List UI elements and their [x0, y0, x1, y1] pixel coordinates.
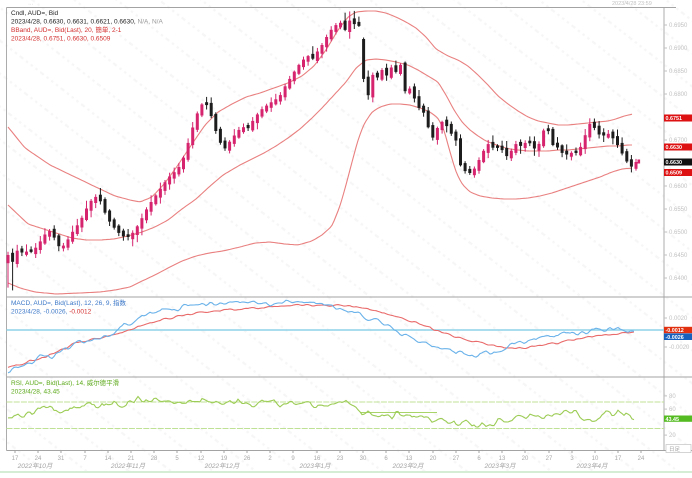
svg-text:5: 5 [175, 456, 179, 462]
svg-text:80: 80 [669, 394, 676, 400]
svg-text:2023年2月: 2023年2月 [391, 462, 424, 470]
svg-text:RSI, AUD=, Bid(Last), 14, 威尔德平: RSI, AUD=, Bid(Last), 14, 威尔德平滑 [11, 378, 120, 387]
svg-text:30: 30 [360, 456, 367, 462]
svg-text:17: 17 [615, 456, 622, 462]
svg-text:13: 13 [406, 456, 413, 462]
svg-text:2023/4/28, 0.6630, 0.6631, 0.6: 2023/4/28, 0.6630, 0.6631, 0.6621, 0.663… [11, 19, 163, 26]
svg-text:2023年3月: 2023年3月 [483, 462, 516, 470]
svg-text:26: 26 [244, 456, 251, 462]
svg-text:MACD, AUD=, Bid(Last), 12, 26,: MACD, AUD=, Bid(Last), 12, 26, 9, 指数 [11, 298, 127, 307]
svg-text:14: 14 [105, 456, 112, 462]
svg-text:Cndl, AUD=, Bid: Cndl, AUD=, Bid [11, 10, 59, 17]
svg-text:0.6751: 0.6751 [666, 116, 683, 122]
svg-text:10: 10 [592, 456, 599, 462]
svg-text:19: 19 [221, 456, 228, 462]
svg-text:…: … [28, 1, 34, 7]
svg-text:2022年11月: 2022年11月 [110, 462, 146, 470]
svg-text:2: 2 [268, 456, 272, 462]
svg-text:7: 7 [83, 456, 87, 462]
svg-text:6: 6 [384, 456, 388, 462]
svg-text:0.0020: 0.0020 [669, 316, 688, 322]
svg-text:27: 27 [546, 456, 553, 462]
svg-text:24: 24 [638, 456, 645, 462]
svg-text:0.6450: 0.6450 [669, 253, 688, 259]
svg-text:13: 13 [499, 456, 506, 462]
svg-text:2022年12月: 2022年12月 [204, 462, 240, 470]
svg-text:20: 20 [669, 433, 676, 439]
svg-text:17: 17 [12, 456, 19, 462]
svg-text:0.6950: 0.6950 [669, 23, 688, 29]
svg-text:9: 9 [291, 456, 295, 462]
svg-text:43.45: 43.45 [666, 417, 680, 423]
svg-text:BBand, AUD=, Bid(Last), 20, 簡単: BBand, AUD=, Bid(Last), 20, 簡単, 2-1 [11, 25, 122, 34]
svg-text:2023/4/28, 43.45: 2023/4/28, 43.45 [11, 389, 60, 396]
svg-text:0.6900: 0.6900 [669, 46, 688, 52]
svg-text:28: 28 [151, 456, 158, 462]
svg-text:21: 21 [128, 456, 135, 462]
svg-text:60: 60 [669, 407, 676, 413]
svg-text:0.6509: 0.6509 [666, 171, 683, 177]
svg-text:2023/4/28 23:59: 2023/4/28 23:59 [612, 1, 652, 7]
svg-text:0.6550: 0.6550 [669, 207, 688, 213]
svg-text:2023年4月: 2023年4月 [575, 462, 608, 470]
svg-text:0.6800: 0.6800 [669, 92, 688, 98]
svg-text:16: 16 [314, 456, 321, 462]
svg-text:3: 3 [570, 456, 574, 462]
svg-text:12: 12 [198, 456, 205, 462]
svg-text:27: 27 [453, 456, 460, 462]
svg-text:2022年10月: 2022年10月 [17, 462, 53, 470]
svg-text:24: 24 [35, 456, 42, 462]
svg-text:0.6600: 0.6600 [669, 184, 688, 190]
svg-text:0.6630: 0.6630 [666, 160, 683, 166]
svg-text:2023/4/28, -0.0026, -0.0012: 2023/4/28, -0.0026, -0.0012 [11, 309, 92, 316]
svg-text:-0.0020: -0.0020 [669, 345, 690, 351]
svg-text:-0.0026: -0.0026 [666, 335, 684, 341]
svg-text:23: 23 [337, 456, 344, 462]
svg-text:日足: 日足 [669, 446, 681, 453]
svg-text:20: 20 [430, 456, 437, 462]
svg-text:0.6500: 0.6500 [669, 230, 688, 236]
svg-text:0.6700: 0.6700 [669, 138, 688, 144]
svg-text:2023年1月: 2023年1月 [298, 462, 331, 470]
svg-text:0.6630: 0.6630 [666, 145, 683, 151]
svg-text:-0.0012: -0.0012 [666, 328, 684, 334]
svg-text:20: 20 [522, 456, 529, 462]
svg-text:6: 6 [477, 456, 481, 462]
svg-text:31: 31 [58, 456, 65, 462]
svg-text:0.6850: 0.6850 [669, 69, 688, 75]
svg-text:2023/4/28, 0.6751, 0.6630, 0.6: 2023/4/28, 0.6751, 0.6630, 0.6509 [11, 36, 111, 43]
svg-text:0.6400: 0.6400 [669, 276, 688, 282]
